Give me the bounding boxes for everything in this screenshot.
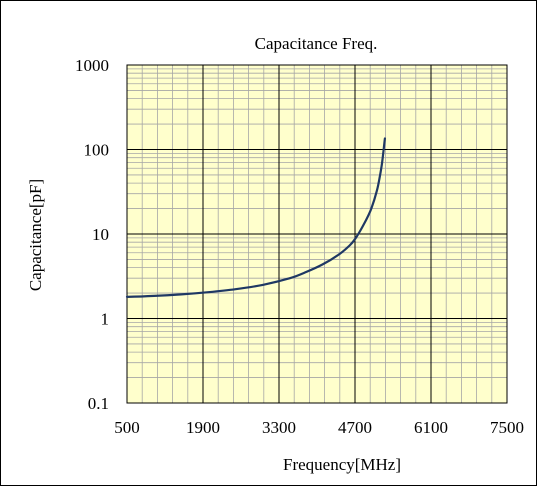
- x-tick-label: 3300: [262, 418, 296, 437]
- y-tick-label: 0.1: [88, 394, 109, 413]
- x-tick-label: 4700: [338, 418, 372, 437]
- x-tick-label: 7500: [490, 418, 524, 437]
- y-tick-label: 1: [101, 310, 110, 329]
- series-layer: [125, 137, 386, 298]
- x-axis-label: Frequency[MHz]: [283, 455, 401, 474]
- x-tick-label: 1900: [186, 418, 220, 437]
- y-tick-labels: 0.1 1 10 100 1000: [75, 56, 109, 413]
- capacitance-series-line: [125, 137, 386, 298]
- y-tick-label: 100: [84, 141, 110, 160]
- x-tick-label: 500: [114, 418, 140, 437]
- plot-frame: [126, 64, 508, 404]
- x-tick-label: 6100: [414, 418, 448, 437]
- x-tick-labels: 500 1900 3300 4700 6100 7500: [114, 418, 524, 437]
- chart-title: Capacitance Freq.: [255, 34, 378, 53]
- y-tick-label: 1000: [75, 56, 109, 75]
- y-axis-label: Capacitance[pF]: [26, 179, 45, 291]
- y-tick-label: 10: [92, 225, 109, 244]
